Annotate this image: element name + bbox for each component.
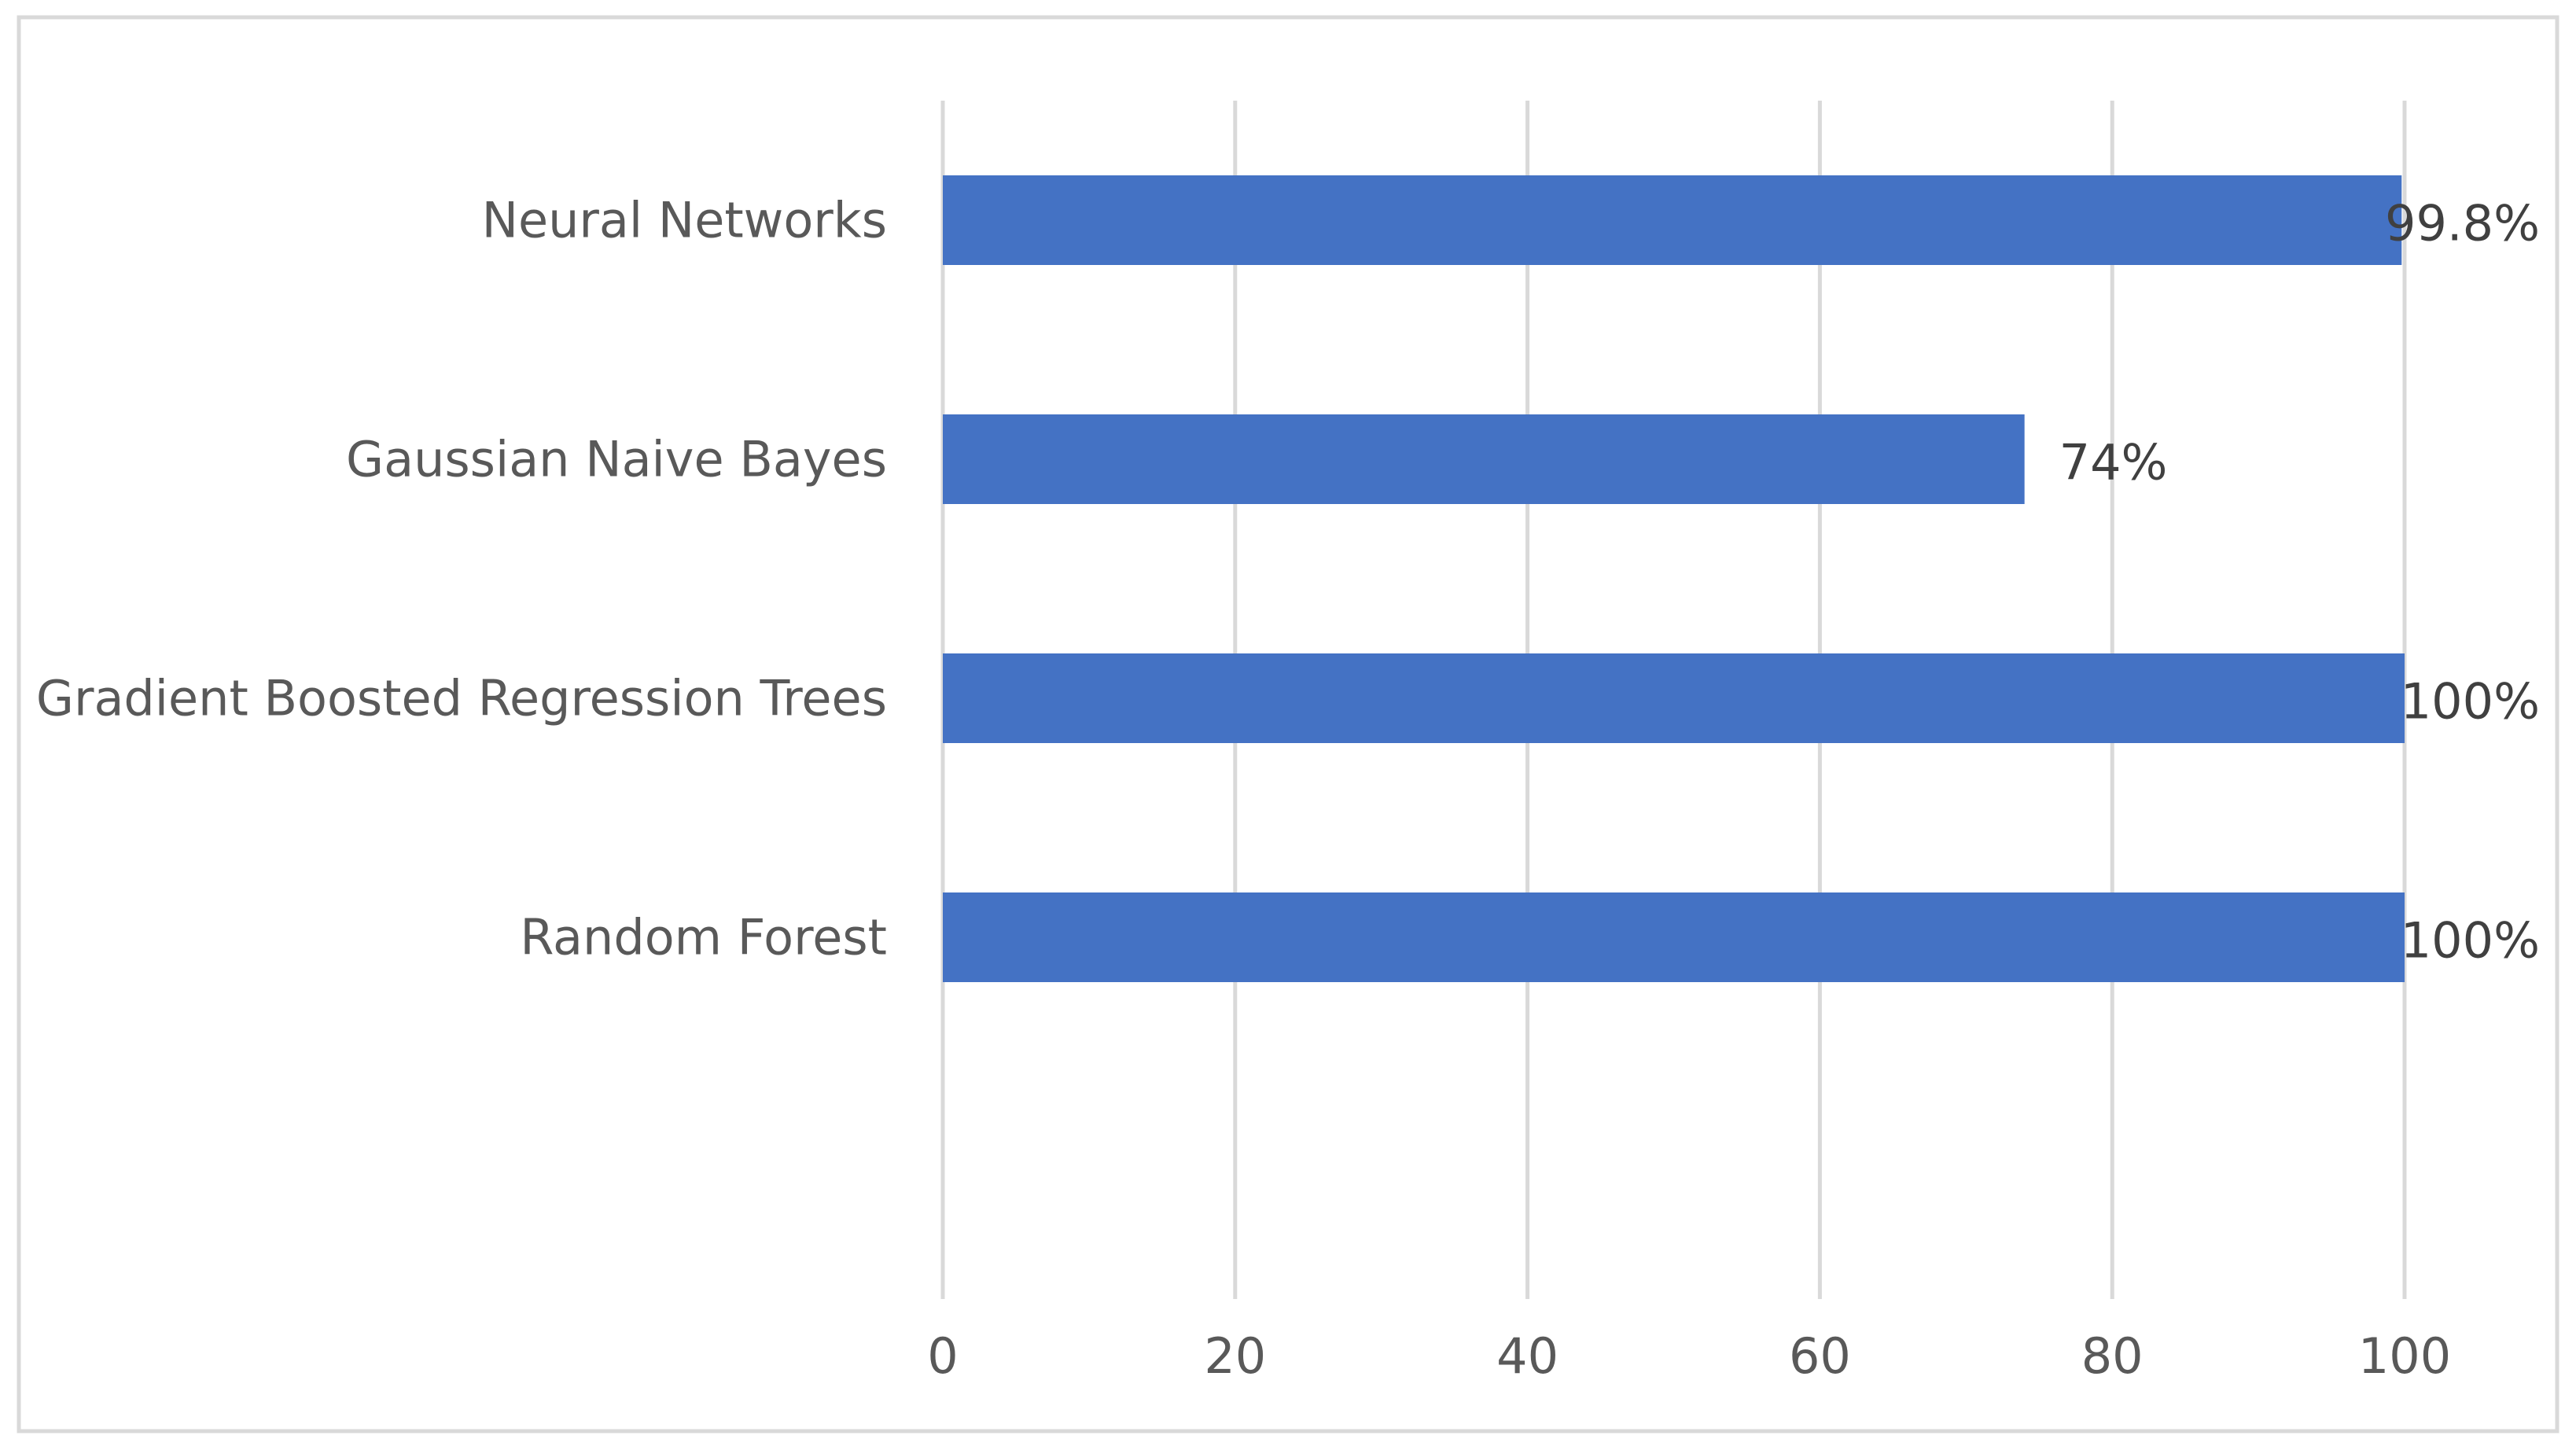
- x-tick-label: 100: [2358, 1327, 2451, 1385]
- x-tick-label: 40: [1496, 1327, 1558, 1385]
- x-tick-label: 80: [2081, 1327, 2144, 1385]
- data-label: 99.8%: [2385, 195, 2540, 252]
- category-label: Gradient Boosted Regression Trees: [36, 670, 887, 727]
- category-label: Neural Networks: [482, 192, 887, 249]
- bar-neural-networks: [943, 175, 2402, 265]
- category-label: Random Forest: [520, 909, 887, 966]
- data-label: 74%: [2059, 434, 2168, 491]
- bars: [943, 175, 2405, 982]
- x-tick-label: 20: [1204, 1327, 1266, 1385]
- x-tick-label: 60: [1789, 1327, 1851, 1385]
- x-tick-label: 0: [927, 1327, 958, 1385]
- bar-gaussian-naive-bayes: [943, 414, 2025, 504]
- bar-random-forest: [943, 892, 2405, 982]
- category-labels: Neural Networks Gaussian Naive Bayes Gradi…: [36, 192, 887, 966]
- category-label: Gaussian Naive Bayes: [346, 431, 887, 488]
- data-labels: 99.8% 74% 100% 100%: [2059, 195, 2540, 970]
- data-label: 100%: [2401, 673, 2540, 731]
- bar-gradient-boosted-regression-trees: [943, 653, 2405, 743]
- data-label: 100%: [2401, 912, 2540, 970]
- x-tick-labels: 0 20 40 60 80 100: [927, 1327, 2451, 1385]
